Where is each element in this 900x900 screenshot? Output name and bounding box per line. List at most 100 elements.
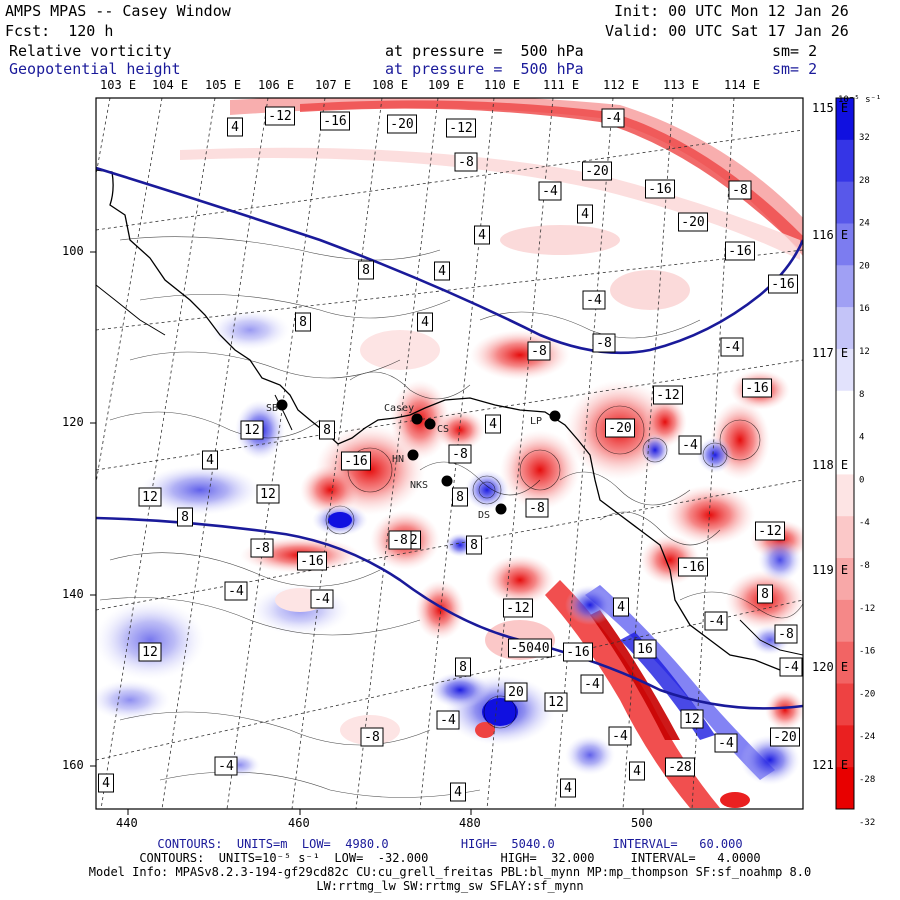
contour-label-text: -8	[452, 447, 468, 462]
parallel-gridline	[96, 129, 803, 231]
contour-label: -16	[768, 274, 798, 294]
contour-label-text: -4	[724, 340, 740, 355]
contour-label: -4	[704, 611, 728, 631]
colorbar-swatch	[836, 98, 854, 141]
contour-label: -28	[665, 757, 695, 777]
top-longitude-label: 113 E	[663, 78, 700, 92]
contour-label-text: -4	[708, 614, 724, 629]
right-longitude-label: 115 E	[812, 101, 849, 115]
contour-label: 4	[417, 312, 433, 332]
top-longitude-label: 109 E	[428, 78, 465, 92]
contour-label-text: -16	[681, 560, 704, 575]
contour-label: -4	[214, 756, 238, 776]
vorticity-field	[96, 98, 803, 809]
contour-label: 4	[613, 597, 629, 617]
contour-label-text: 4	[478, 228, 486, 243]
top-longitude-label: 111 E	[543, 78, 580, 92]
contour-label-text: -8	[531, 344, 547, 359]
plot-title: AMPS MPAS -- Casey Window	[5, 2, 231, 20]
meridian-gridline	[622, 98, 674, 809]
x-tick-label: 440	[116, 816, 138, 830]
right-longitude-label: 118 E	[812, 458, 849, 472]
contour-label: -8	[527, 341, 551, 361]
station-label: LP	[530, 416, 542, 427]
contour-label: -4	[720, 337, 744, 357]
contour-label: -16	[725, 241, 755, 261]
contour-label-text: 8	[181, 510, 189, 525]
contour-label-text: -5040	[510, 641, 549, 656]
contour-label: -16	[341, 451, 371, 471]
top-longitude-label: 106 E	[258, 78, 295, 92]
colorbar-swatch	[836, 767, 854, 810]
colorbar-swatch	[836, 474, 854, 517]
height-contour-south	[96, 516, 803, 710]
footer-physics-info: LW:rrtmg_lw SW:rrtmg_sw SFLAY:sf_mynn	[316, 879, 584, 893]
contour-label: 8	[466, 535, 482, 555]
meridian-gridline	[554, 98, 614, 809]
colorbar-swatch	[836, 558, 854, 601]
station-marker	[424, 418, 436, 430]
contour-label-text: -16	[745, 381, 768, 396]
colorbar-label: -28	[859, 775, 875, 785]
contour-label-text: -16	[300, 554, 323, 569]
contour-label-text: -8	[732, 183, 748, 198]
colorbar: 10⁻⁵ s⁻¹ 32 28 24 20 16 12 8 4 0 -4 -8 -12 -16 -20 -24 -…	[835, 95, 881, 828]
contour-label-text: 12	[142, 645, 158, 660]
contour-label-text: 12	[548, 695, 564, 710]
colorbar-swatch	[836, 307, 854, 350]
contour-label: -8	[360, 727, 384, 747]
plot-frame	[95, 97, 804, 810]
contour-label-text: -8	[596, 336, 612, 351]
contour-label: -4	[714, 733, 738, 753]
meridian-gridline	[355, 98, 439, 809]
contour-label: -20	[605, 418, 635, 438]
colorbar-swatch	[836, 641, 854, 685]
top-longitude-label: 107 E	[315, 78, 352, 92]
meridian-gridline	[96, 98, 111, 177]
height-contour-north	[96, 166, 803, 355]
station-label: DS	[478, 510, 490, 521]
init-time: Init: 00 UTC Mon 12 Jan 26	[614, 2, 849, 20]
parallel-gridline	[96, 359, 803, 471]
right-longitude-label: 117 E	[812, 346, 849, 360]
station-label: CS	[437, 424, 449, 435]
contour-label: 4	[450, 782, 466, 802]
contour-label-text: 4	[206, 453, 214, 468]
contour-label: 4	[434, 261, 450, 281]
valid-time: Valid: 00 UTC Sat 17 Jan 26	[605, 22, 849, 40]
contour-label-text: -8	[364, 730, 380, 745]
contour-label-text: -4	[605, 111, 621, 126]
contour-label-text: -28	[668, 760, 691, 775]
contour-label-text: 8	[456, 490, 464, 505]
colorbar-swatch	[836, 683, 854, 726]
contour-label-text: -4	[612, 729, 628, 744]
field1-name: Relative vorticity	[9, 42, 172, 60]
station-casey: Casey	[384, 403, 423, 425]
colorbar-label: 32	[859, 133, 870, 143]
colorbar-swatch	[836, 390, 854, 434]
contour-label: -12	[653, 385, 683, 405]
contour-label: -8	[454, 152, 478, 172]
contour-label-text: 8	[459, 660, 467, 675]
y-tick-label: 120	[62, 415, 84, 429]
contour-label: -8	[388, 530, 412, 550]
contour-label: 4	[629, 761, 645, 781]
contour-label: -8	[250, 538, 274, 558]
y-tick-label: 100	[62, 244, 84, 258]
station-label: NKS	[410, 480, 428, 491]
colorbar-swatch	[836, 348, 854, 392]
contour-label-text: -8	[458, 155, 474, 170]
top-longitude-label: 103 E	[100, 78, 137, 92]
contour-label: -4	[580, 674, 604, 694]
contour-label-text: -12	[268, 109, 291, 124]
contour-label-text: -4	[783, 660, 799, 675]
field2-name: Geopotential height	[9, 60, 181, 78]
station-marker	[549, 410, 561, 422]
top-longitude-label: 108 E	[372, 78, 409, 92]
colorbar-label: -12	[859, 604, 875, 614]
forecast-hour: Fcst: 120 h	[5, 22, 114, 40]
contour-label: -8	[592, 333, 616, 353]
colorbar-swatch	[836, 432, 854, 475]
meridian-gridline	[96, 98, 163, 486]
coastline	[96, 169, 803, 676]
